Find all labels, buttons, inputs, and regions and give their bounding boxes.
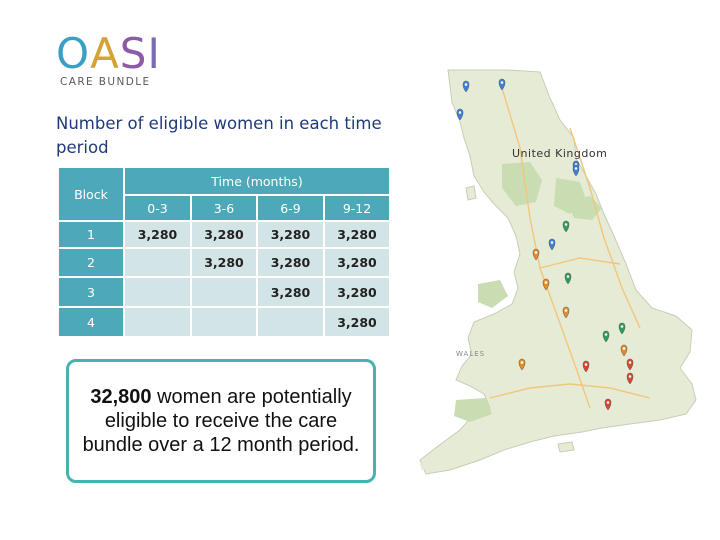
callout-text: 32,800 women are potentially eligible to…	[69, 385, 373, 457]
callout-number: 32,800	[90, 386, 152, 408]
table-cell: 3,280	[256, 247, 325, 278]
national-park	[478, 280, 508, 308]
oasi-logo: OASI CARE BUNDLE	[56, 32, 166, 92]
hospital-pin-icon[interactable]	[532, 248, 540, 261]
hospital-pin-icon[interactable]	[620, 344, 628, 357]
period-header: 0-3	[123, 194, 192, 222]
hospital-pin-icon[interactable]	[626, 372, 634, 385]
hospital-pin-icon[interactable]	[462, 80, 470, 93]
table-row: 3 3,280 3,280	[57, 276, 391, 308]
logo-letter: S	[119, 29, 148, 78]
table-cell: 3,280	[323, 220, 391, 249]
motorway-lines	[489, 87, 651, 409]
table-cell	[256, 306, 325, 338]
hospital-pin-icon[interactable]	[618, 322, 626, 335]
table-cell	[123, 306, 192, 338]
hospital-pin-icon[interactable]	[564, 272, 572, 285]
hospital-pin-icon[interactable]	[518, 358, 526, 371]
table-cell	[123, 276, 192, 308]
great-britain-landmass	[419, 69, 697, 475]
national-park	[454, 398, 492, 422]
table-cell	[190, 306, 258, 338]
table-cell: 3,280	[190, 220, 258, 249]
uk-hospitals-map: United Kingdom WALES	[419, 69, 697, 475]
eligibility-callout: 32,800 women are potentially eligible to…	[66, 359, 376, 483]
period-header: 9-12	[323, 194, 391, 222]
hospital-pin-icon[interactable]	[602, 330, 610, 343]
block-number: 1	[57, 220, 125, 249]
block-number: 2	[57, 247, 125, 278]
eligibility-table: Block Time (months) 0-3 3-6 6-9 9-12 1 3…	[57, 166, 391, 338]
period-header: 6-9	[256, 194, 325, 222]
table-cell: 3,280	[323, 247, 391, 278]
scilly-isles	[420, 462, 428, 470]
block-number: 3	[57, 276, 125, 308]
table-cell: 3,280	[323, 276, 391, 308]
logo-letter: O	[56, 29, 91, 78]
map-label-wales: WALES	[456, 350, 485, 358]
table-row: 2 3,280 3,280 3,280	[57, 247, 391, 278]
time-header: Time (months)	[123, 166, 391, 196]
hospital-pin-icon[interactable]	[498, 78, 506, 91]
map-title: United Kingdom	[512, 147, 607, 160]
table-cell: 3,280	[323, 306, 391, 338]
hospital-pin-icon[interactable]	[548, 238, 556, 251]
table-row: 4 3,280	[57, 306, 391, 338]
logo-subtitle: CARE BUNDLE	[60, 76, 151, 88]
logo-letter: I	[147, 29, 161, 78]
hospital-pin-icon[interactable]	[456, 108, 464, 121]
isle-of-man	[465, 185, 477, 201]
hospital-pin-icon[interactable]	[562, 306, 570, 319]
table-cell: 3,280	[256, 220, 325, 249]
hospital-pin-icon[interactable]	[626, 358, 634, 371]
table-cell	[190, 276, 258, 308]
hospital-pin-icon[interactable]	[604, 398, 612, 411]
block-header: Block	[57, 166, 125, 222]
block-number: 4	[57, 306, 125, 338]
hospital-pin-icon[interactable]	[542, 278, 550, 291]
logo-wordmark: OASI	[56, 32, 161, 76]
hospital-pin-icon[interactable]	[562, 220, 570, 233]
hospital-pin-icon[interactable]	[582, 360, 590, 373]
table-cell: 3,280	[190, 247, 258, 278]
callout-body: women are potentially eligible to receiv…	[82, 386, 360, 456]
national-park	[566, 196, 602, 220]
hospital-pin-icon[interactable]	[572, 164, 580, 177]
national-park	[502, 162, 542, 206]
logo-letter: A	[90, 29, 120, 78]
table-cell: 3,280	[256, 276, 325, 308]
table-cell	[123, 247, 192, 278]
table-cell: 3,280	[123, 220, 192, 249]
isle-of-wight	[557, 441, 575, 453]
table-row: 1 3,280 3,280 3,280 3,280	[57, 220, 391, 249]
period-header: 3-6	[190, 194, 258, 222]
page-heading: Number of eligible women in each time pe…	[56, 114, 382, 157]
hospital-pins	[456, 78, 634, 411]
